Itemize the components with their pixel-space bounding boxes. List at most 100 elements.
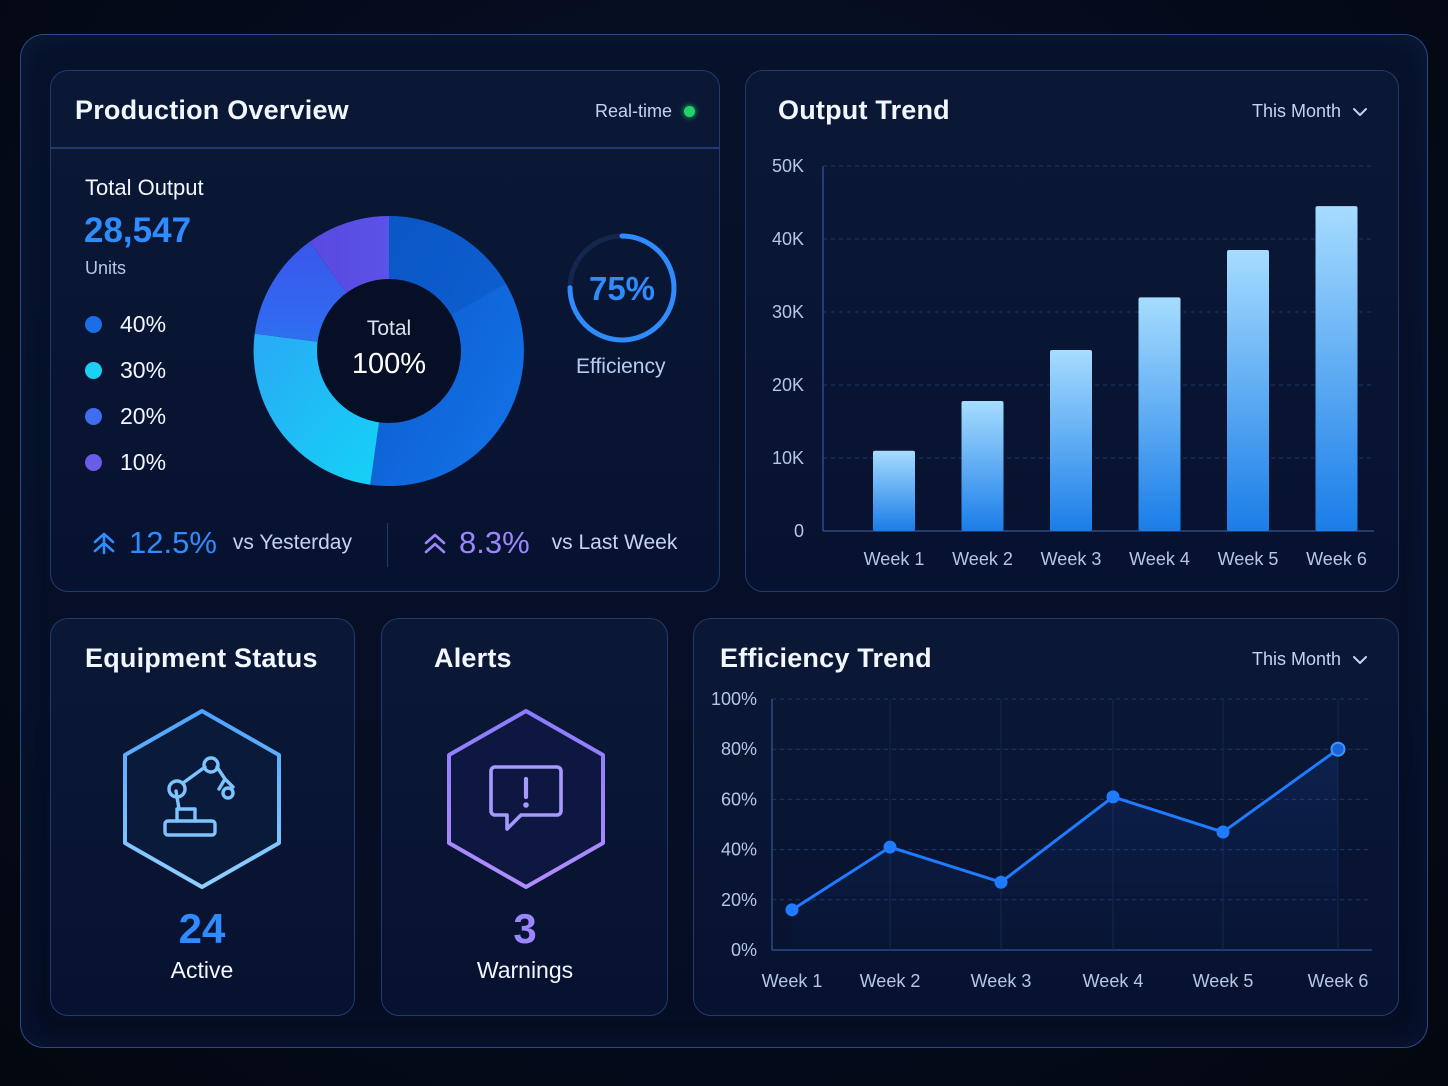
y-tick-label: 50K xyxy=(772,156,804,176)
range-label: This Month xyxy=(1252,101,1342,121)
efficiency-gauge: 75% xyxy=(567,233,677,343)
change-week-value: 8.3% xyxy=(459,525,530,560)
efficiency-line-chart: 0% 20% 40% 60% 80% 100% Week 1 Week 2 Week 3 Week… xyxy=(711,689,1372,991)
efficiency-label: Efficiency xyxy=(576,355,666,378)
realtime-label: Real-time xyxy=(595,101,673,121)
change-week: 8.3% vs Last Week xyxy=(423,525,677,561)
double-chevron-up-icon xyxy=(424,533,446,554)
x-tick-label: Week 3 xyxy=(971,971,1032,991)
x-tick-label: Week 4 xyxy=(1129,549,1190,569)
efficiency-value: 75% xyxy=(589,270,655,307)
bar xyxy=(961,401,1004,531)
x-tick-label: Week 1 xyxy=(762,971,823,991)
x-tick-label: Week 2 xyxy=(860,971,921,991)
change-yesterday-value: 12.5% xyxy=(129,525,217,560)
y-tick-label: 60% xyxy=(721,789,757,809)
y-tick-label: 0 xyxy=(794,521,804,541)
x-tick-label: Week 5 xyxy=(1193,971,1254,991)
production-overview-card: Production Overview Real-time Total Outp… xyxy=(50,70,720,592)
legend-item: 40% xyxy=(85,311,166,338)
x-tick-label: Week 3 xyxy=(1041,549,1102,569)
card-title: Efficiency Trend xyxy=(720,643,932,673)
donut-slice-top-highlight xyxy=(389,216,506,316)
bar xyxy=(1138,297,1181,531)
change-week-label: vs Last Week xyxy=(551,531,678,554)
data-point xyxy=(1216,825,1230,839)
total-output-label: Total Output xyxy=(85,175,204,200)
x-tick-label: Week 6 xyxy=(1308,971,1369,991)
x-tick-label: Week 1 xyxy=(864,549,925,569)
y-tick-label: 10K xyxy=(772,448,804,468)
output-bar-chart: 0 10K 20K 30K 40K 50K Week 1 Week 2 Week 3 Week 4… xyxy=(772,156,1374,569)
card-title: Alerts xyxy=(434,643,512,673)
legend-dot-icon xyxy=(85,362,102,379)
alerts-status-label: Warnings xyxy=(476,957,574,983)
legend-item: 30% xyxy=(85,357,166,384)
efficiency-gauge-arc xyxy=(567,233,677,343)
range-label: This Month xyxy=(1252,649,1342,669)
y-tick-label: 80% xyxy=(721,739,757,759)
bar xyxy=(1050,349,1092,531)
live-status-dot-icon xyxy=(684,106,696,117)
change-yesterday-label: vs Yesterday xyxy=(232,531,352,554)
bar xyxy=(1315,206,1358,531)
alerts-count: 3 xyxy=(513,905,537,952)
card-title: Production Overview xyxy=(75,95,349,125)
legend-label: 10% xyxy=(120,449,167,475)
legend-dot-icon xyxy=(85,454,102,471)
x-tick-label: Week 2 xyxy=(952,549,1013,569)
legend-dot-icon xyxy=(85,316,102,333)
bar xyxy=(1227,249,1269,531)
y-tick-label: 0% xyxy=(731,940,757,960)
equipment-status-label: Active xyxy=(170,957,234,983)
bar xyxy=(873,450,915,531)
y-tick-label: 40K xyxy=(772,229,804,249)
legend-label: 30% xyxy=(120,357,167,383)
alert-message-icon xyxy=(447,709,605,889)
output-range-dropdown[interactable]: This Month xyxy=(1252,101,1368,122)
efficiency-trend-card: Efficiency Trend This Month 0% 20% 40% 60% 8… xyxy=(693,618,1399,1016)
y-tick-label: 30K xyxy=(772,302,804,322)
legend-label: 20% xyxy=(120,403,167,429)
y-tick-label: 40% xyxy=(721,840,757,860)
x-tick-label: Week 6 xyxy=(1306,549,1367,569)
total-output-value: 28,547 xyxy=(84,211,192,250)
production-donut-chart: Total 100% xyxy=(253,216,524,486)
donut-hole xyxy=(317,279,461,423)
total-output-unit: Units xyxy=(85,258,127,278)
data-point xyxy=(994,875,1008,889)
donut-slice-purple xyxy=(309,216,389,294)
efficiency-range-dropdown[interactable]: This Month xyxy=(1252,649,1368,670)
card-header-divider xyxy=(51,147,719,149)
donut-center-value: 100% xyxy=(352,348,426,380)
data-point xyxy=(1330,741,1346,757)
x-tick-label: Week 4 xyxy=(1083,971,1144,991)
alerts-card: Alerts 3 Warnings xyxy=(381,618,668,1016)
chevron-down-icon xyxy=(1353,107,1368,116)
data-point xyxy=(1106,790,1120,804)
output-trend-card: Output Trend This Month 0 10K 20K 30K 40K 50K… xyxy=(745,70,1399,592)
line-area-fill xyxy=(792,749,1338,950)
y-tick-label: 20% xyxy=(721,890,757,910)
change-yesterday: 12.5% vs Yesterday xyxy=(91,525,352,561)
equipment-status-card: Equipment Status 24 Active xyxy=(50,618,355,1016)
donut-center-label: Total xyxy=(367,317,411,340)
x-tick-label: Week 5 xyxy=(1218,549,1279,569)
robot-arm-icon xyxy=(123,709,281,889)
legend-dot-icon xyxy=(85,408,102,425)
legend-item: 20% xyxy=(85,403,166,430)
legend-label: 40% xyxy=(120,311,167,337)
card-title: Equipment Status xyxy=(85,643,318,673)
series-line xyxy=(791,747,1339,912)
data-point xyxy=(785,903,799,917)
data-point xyxy=(883,840,897,854)
y-tick-label: 100% xyxy=(711,689,757,709)
equipment-count: 24 xyxy=(178,905,226,952)
chevron-down-icon xyxy=(1353,655,1368,664)
changes-divider xyxy=(387,523,388,567)
card-title: Output Trend xyxy=(778,95,950,125)
realtime-status: Real-time xyxy=(595,101,696,122)
donut-slice-cyan xyxy=(253,333,380,485)
y-tick-label: 20K xyxy=(772,375,804,395)
legend-item: 10% xyxy=(85,449,166,476)
